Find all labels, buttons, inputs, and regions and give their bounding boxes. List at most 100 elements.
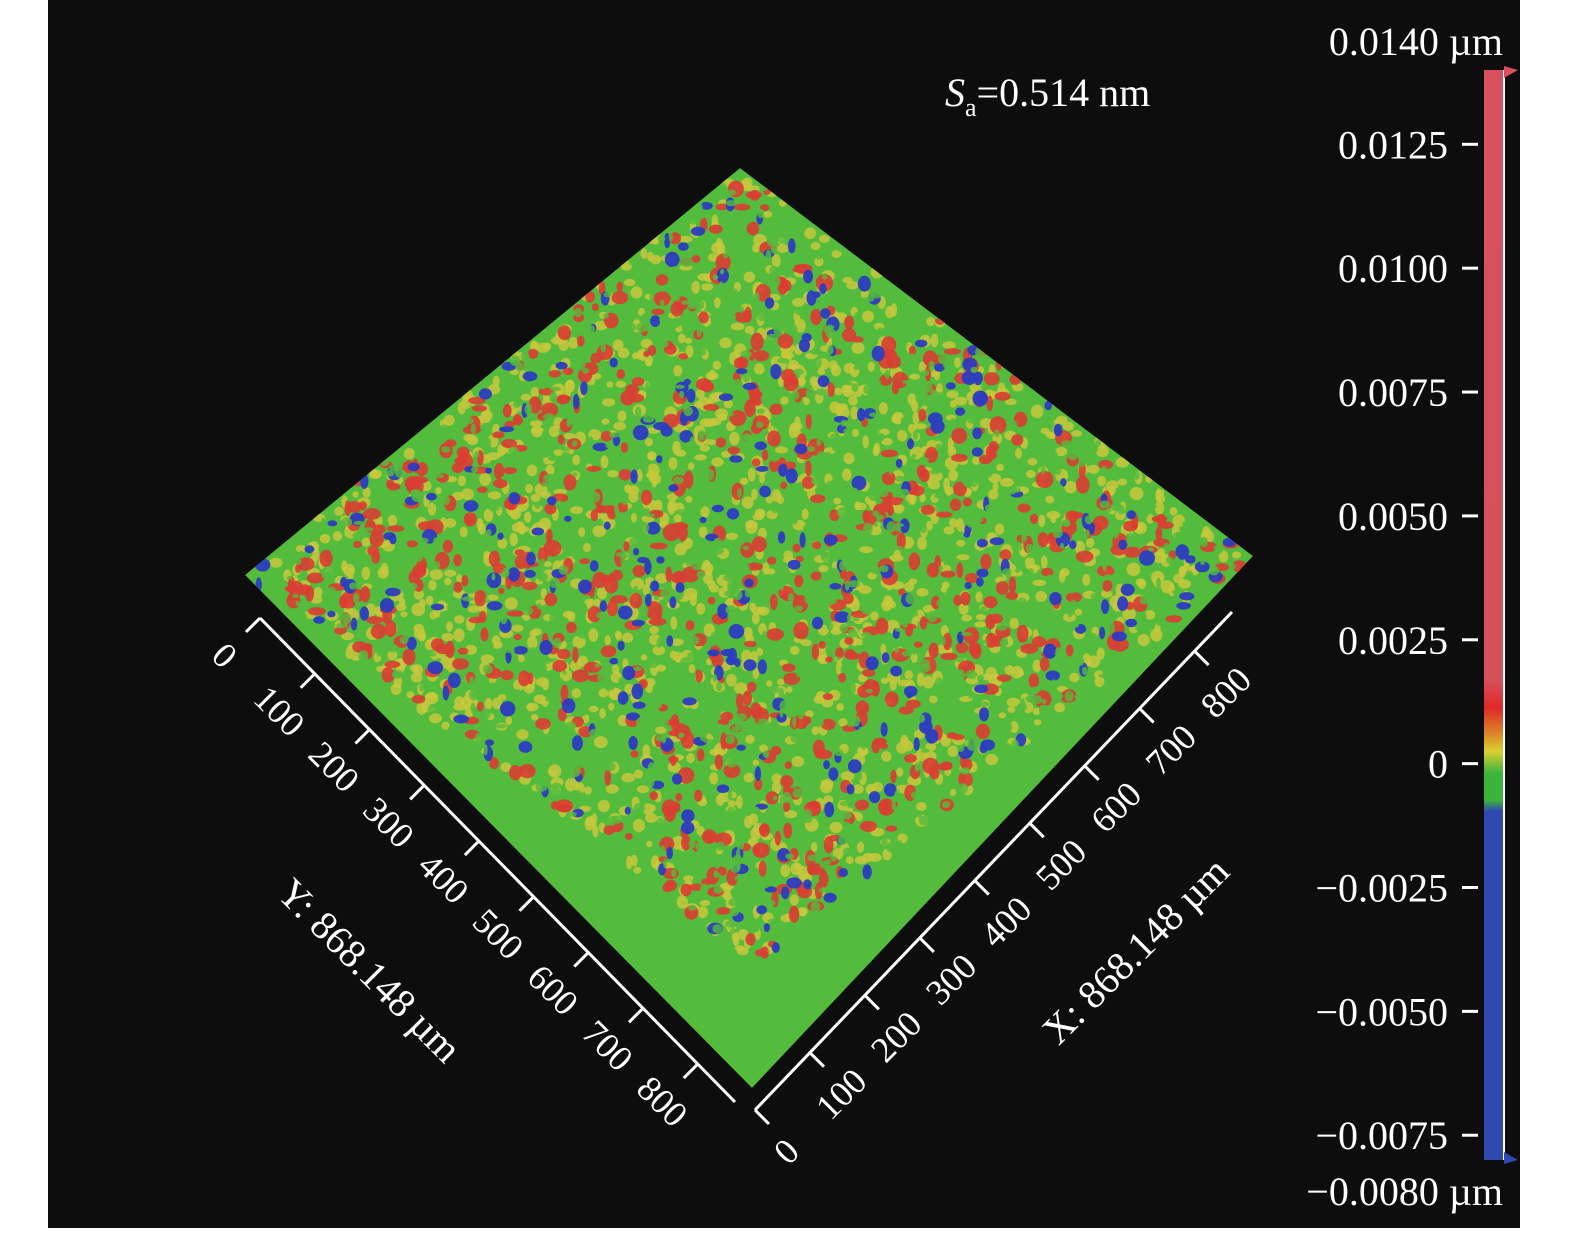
surface-green-patch [495, 724, 507, 729]
surface-green-patch [552, 637, 562, 649]
surface-green-patch [896, 546, 904, 551]
surface-red-patch [1098, 459, 1114, 470]
surface-green-patch [736, 859, 741, 871]
surface-yellow-patch [947, 745, 959, 757]
surface-green-patch [545, 696, 550, 702]
surface-red-patch [501, 439, 518, 449]
surface-green-patch [544, 332, 556, 339]
surface-red-patch [1035, 470, 1054, 489]
y-axis-tick [409, 784, 426, 801]
surface-green-patch [877, 432, 885, 442]
surface-green-patch [540, 380, 548, 390]
surface-yellow-patch [572, 635, 586, 649]
surface-green-patch [866, 592, 877, 599]
surface-red-patch [1039, 657, 1050, 672]
surface-green-patch [572, 472, 578, 477]
surface-yellow-patch [605, 784, 619, 794]
surface-green-patch [486, 529, 492, 537]
surface-green-patch [782, 408, 790, 416]
surface-green-patch [831, 595, 838, 605]
surface-green-patch [772, 684, 779, 694]
surface-green-patch [604, 761, 616, 772]
surface-red-patch [544, 503, 557, 515]
surface-blue-patch [524, 569, 536, 578]
surface-yellow-patch [636, 349, 644, 360]
surface-yellow-patch [601, 418, 610, 425]
surface-green-patch [712, 274, 719, 281]
surface-green-patch [1063, 518, 1070, 528]
surface-green-patch [867, 489, 874, 499]
surface-green-patch [1053, 552, 1059, 558]
surface-green-patch [618, 676, 626, 686]
surface-green-patch [1014, 528, 1026, 535]
surface-blue-patch [664, 251, 680, 268]
surface-green-patch [695, 841, 703, 852]
surface-green-patch [938, 353, 947, 365]
surface-green-patch [756, 590, 765, 599]
surface-green-patch [482, 376, 491, 389]
surface-yellow-patch [531, 628, 542, 636]
surface-blue-patch [869, 791, 881, 804]
surface-yellow-patch [427, 502, 437, 516]
surface-blue-patch [899, 518, 910, 534]
surface-green-patch [900, 500, 910, 507]
surface-red-patch [871, 681, 880, 697]
surface-yellow-patch [881, 751, 892, 762]
surface-yellow-patch [492, 697, 503, 710]
surface-green-patch [869, 497, 878, 502]
colorbar-max-label: 0.0140 µm [1329, 19, 1503, 64]
surface-yellow-patch [945, 488, 953, 496]
surface-red-patch [694, 789, 703, 802]
surface-yellow-patch [848, 395, 858, 406]
surface-red-patch [402, 648, 416, 665]
surface-yellow-patch [1100, 590, 1113, 598]
surface-yellow-patch [606, 381, 614, 388]
surface-green-patch [656, 696, 663, 709]
surface-yellow-patch [691, 280, 700, 294]
x-axis-line [753, 610, 1234, 1112]
surface-red-patch [353, 540, 362, 549]
surface-green-patch [704, 738, 716, 745]
surface-green-patch [549, 386, 562, 392]
surface-red-patch [1124, 546, 1141, 558]
surface-blue-patch [1111, 631, 1127, 642]
surface-green-patch [399, 635, 409, 645]
surface-green-patch [605, 442, 611, 449]
surface-yellow-patch [647, 251, 654, 262]
x-axis-tick [1083, 764, 1100, 781]
surface-green-patch [1185, 570, 1194, 580]
surface-yellow-patch [1004, 664, 1014, 675]
surface-yellow-patch [1156, 489, 1165, 497]
surface-green-patch [771, 508, 779, 514]
colorbar-tick-label: −0.0050 [1315, 989, 1448, 1034]
surface-red-patch [919, 616, 928, 630]
surface-red-patch [1065, 591, 1082, 603]
surface-red-patch [468, 396, 486, 405]
surface-green-patch [720, 268, 725, 275]
surface-green-patch [746, 717, 756, 723]
surface-green-patch [821, 273, 828, 280]
surface-green-patch [1015, 473, 1020, 478]
surface-blue-patch [478, 388, 492, 400]
surface-green-patch [744, 483, 757, 489]
surface-green-patch [820, 552, 832, 562]
surface-green-patch [975, 347, 985, 358]
surface-blue-patch [756, 905, 768, 915]
surface-yellow-patch [640, 248, 648, 260]
surface-red-patch [896, 532, 906, 550]
surface-green-patch [598, 470, 608, 477]
surface-red-patch [715, 203, 729, 211]
surface-blue-patch [631, 683, 644, 700]
surface-yellow-patch [800, 639, 812, 647]
surface-yellow-patch [553, 488, 568, 495]
surface-red-patch [461, 575, 469, 587]
surface-yellow-patch [700, 506, 710, 518]
surface-yellow-patch [451, 491, 465, 501]
surface-green-patch [844, 381, 853, 386]
surface-green-patch [934, 493, 941, 499]
surface-red-patch [904, 754, 917, 763]
surface-green-patch [577, 631, 588, 639]
surface-red-patch [691, 255, 701, 263]
surface-yellow-patch [924, 751, 937, 761]
surface-red-patch [885, 825, 898, 832]
